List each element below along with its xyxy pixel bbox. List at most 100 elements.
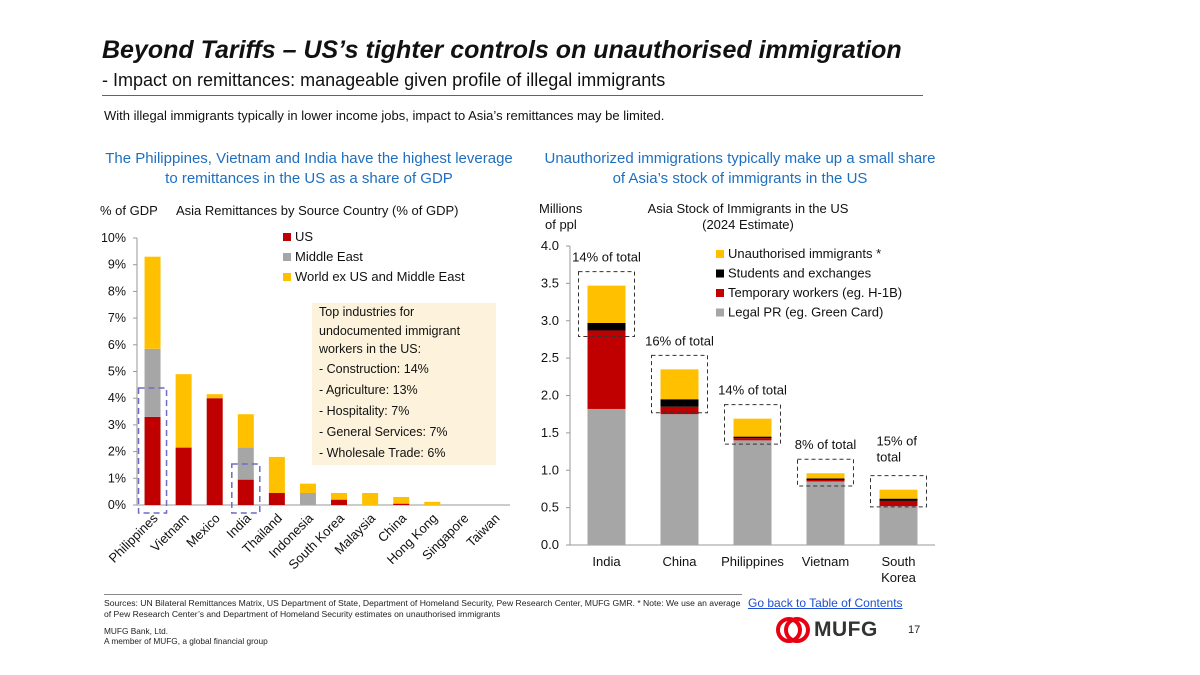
right-bar-segment [733,418,772,437]
right-bar-segment [587,408,626,545]
right-bar-segment [660,399,699,407]
left-y-tick-label: 8% [108,284,126,298]
left-y-tick-label: 2% [108,445,126,459]
left-bar-segment [237,479,254,505]
right-y-tick-label: 0.5 [541,500,559,515]
right-x-tick-label: China [663,554,698,569]
title-divider [102,95,923,96]
left-highlight-box [231,463,261,514]
right-x-tick-label: Korea [881,570,916,585]
right-y-axis-label: Millions [539,201,583,216]
industries-note-title: Top industries for undocumented immigran… [319,305,461,356]
right-x-tick-label: South [882,554,916,569]
right-annotation: 16% of total [645,333,714,348]
left-bar-segment [144,256,161,349]
right-y-tick-label: 1.5 [541,425,559,440]
mufg-logo: MUFG [776,617,878,643]
right-legend-swatch [716,269,724,278]
left-y-tick-label: 10% [101,231,126,245]
right-legend-label: Unauthorised immigrants * [728,246,881,261]
left-bar-segment [299,492,316,505]
right-bar-segment [879,500,918,507]
right-bar-segment [660,414,699,545]
left-y-tick-label: 9% [108,258,126,272]
right-x-tick-label: Philippines [721,554,784,569]
left-chart-heading: The Philippines, Vietnam and India have … [105,150,513,187]
right-highlight-box [797,458,854,487]
left-bar-segment [144,416,161,505]
right-bar-segment [879,498,918,501]
industries-item: - Construction: 14% [319,361,429,376]
right-legend-label: Legal PR (eg. Green Card) [728,305,883,320]
left-bar-segment [393,496,410,504]
right-bar-segment [806,473,845,479]
left-x-tick-label: Taiwan [463,511,502,550]
right-bar-segment [660,406,699,415]
page-number: 17 [908,624,921,636]
left-bar-segment [144,348,161,417]
left-legend-swatch [283,233,291,241]
right-bar-segment [733,440,772,545]
left-bar-segment [237,414,254,448]
left-legend-label: US [295,229,313,244]
left-bar-segment [331,499,348,505]
mufg-logo-icon [776,617,810,643]
left-bar-segment [424,501,441,505]
right-annotation: 8% of total [795,437,857,452]
left-bar-segment [331,492,348,500]
right-y-tick-label: 3.5 [541,275,559,290]
right-y-tick-label: 2.5 [541,350,559,365]
right-bar-segment [587,322,626,331]
right-bar-segment [733,436,772,439]
right-x-tick-label: Vietnam [802,554,849,569]
left-bar-segment [268,456,285,493]
right-highlight-box [578,271,635,337]
bank-info: MUFG Bank, Ltd. A member of MUFG, a glob… [104,626,268,646]
right-y-tick-label: 2.0 [541,388,559,403]
right-bar-segment [733,438,772,441]
footer-divider [104,594,742,595]
slide-title: Beyond Tariffs – US’s tighter controls o… [102,36,902,64]
right-legend-swatch [716,289,724,297]
right-bar-segment [660,369,699,400]
left-highlight-box [137,387,168,514]
left-y-axis-label: % of GDP [100,203,158,218]
left-bar-segment [393,503,410,505]
left-legend-swatch [283,253,291,261]
right-highlight-box [724,404,781,445]
intro-text: With illegal immigrants typically in low… [104,108,665,123]
sources-note: Sources: UN Bilateral Remittances Matrix… [104,598,741,619]
right-bar-segment [806,481,845,545]
left-y-tick-label: 3% [108,418,126,432]
industries-item: - Hospitality: 7% [319,403,410,418]
right-legend-label: Temporary workers (eg. H-1B) [728,285,902,300]
bank-tagline: A member of MUFG, a global financial gro… [104,636,268,646]
right-annotation: 14% of total [572,250,641,265]
left-bar-segment [206,398,223,505]
left-y-tick-label: 0% [108,498,126,512]
right-bar-segment [806,478,845,480]
right-chart-heading: Unauthorized immigrations typically make… [544,150,936,187]
left-legend-label: World ex US and Middle East [295,269,465,284]
left-legend-swatch [283,273,291,281]
left-x-tick-label: Mexico [183,511,223,551]
left-bar-segment [362,492,379,505]
right-y-axis-label: of ppl [545,217,577,232]
right-x-tick-label: India [592,554,621,569]
right-y-tick-label: 4.0 [541,238,559,253]
slide-subtitle: - Impact on remittances: manageable give… [102,70,666,90]
left-legend-label: Middle East [295,249,363,264]
left-y-tick-label: 5% [108,365,126,379]
industries-item: - Agriculture: 13% [319,382,418,397]
left-bar-segment [299,483,316,493]
left-bar-segment [175,447,192,505]
right-annotation: 15% of [877,434,918,449]
right-annotation: total [877,450,902,465]
back-to-contents-link[interactable]: Go back to Table of Contents [748,596,903,610]
left-y-tick-label: 7% [108,311,126,325]
right-annotation: 14% of total [718,383,787,398]
right-y-tick-label: 0.0 [541,537,559,552]
left-bar-segment [206,394,223,399]
right-chart-title: Asia Stock of Immigrants in the US [648,201,849,216]
